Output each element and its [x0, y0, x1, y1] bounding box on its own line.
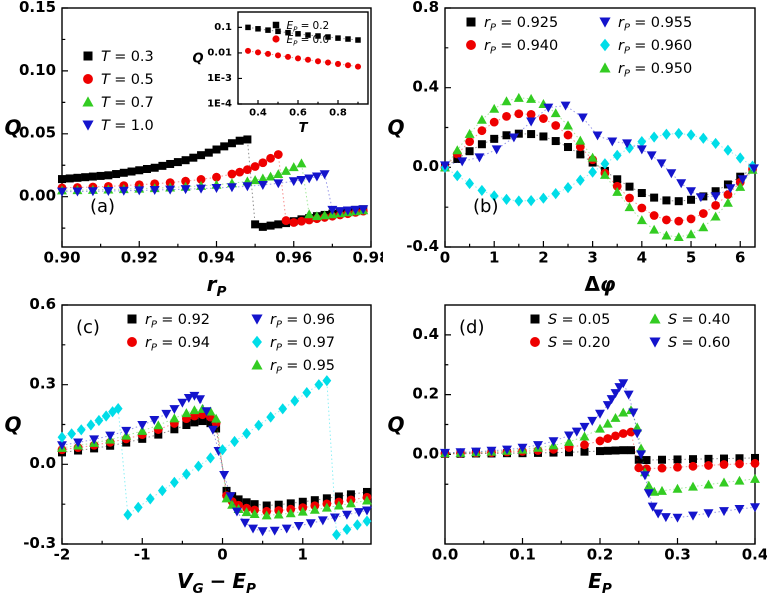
panel-a-q-vs-rp-chart — [0, 0, 383, 297]
panel-b-q-vs-delta-phi-chart — [383, 0, 767, 297]
panel-d-q-vs-ep-chart — [383, 297, 767, 594]
panel-c-q-vs-vg-minus-ep-chart — [0, 297, 383, 594]
